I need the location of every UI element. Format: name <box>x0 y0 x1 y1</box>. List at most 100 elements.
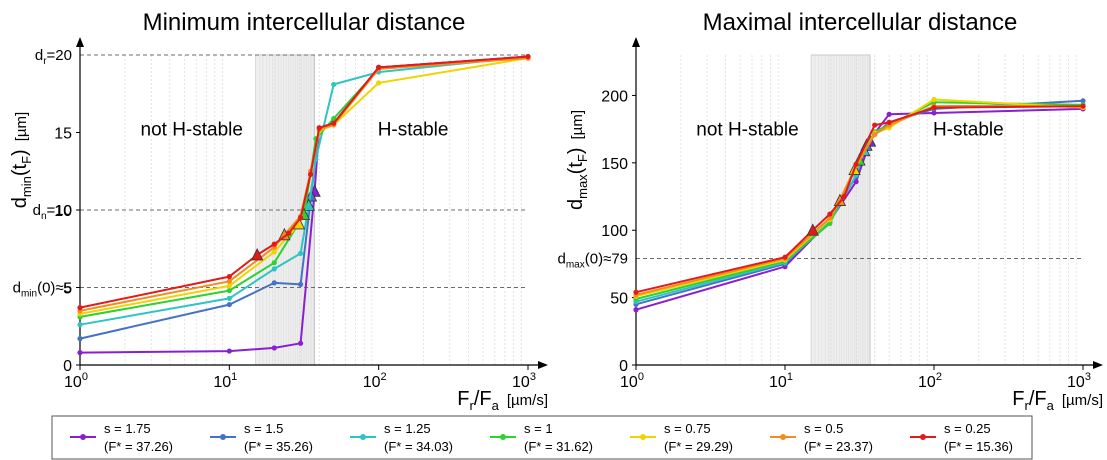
data-point <box>931 104 937 111</box>
ref-prefix: d <box>558 251 566 268</box>
reference-line-label: dr=20 <box>35 47 72 67</box>
ref-subscript: r <box>43 56 47 67</box>
y-axis-arrow <box>76 37 84 47</box>
xlabel-slash: /F <box>474 388 492 410</box>
ref-suffix: (0)≈79 <box>585 251 628 268</box>
x-axis-label: Fr/Fa [µm/s] <box>457 388 548 413</box>
legend-item: s = 0.75 (F* = 29.29) <box>630 421 733 454</box>
legend-label: s = 1.5 <box>244 421 283 436</box>
ylabel-main: d <box>9 197 31 208</box>
xlabel-unit: [µm/s] <box>1062 392 1103 409</box>
x-tick-label: 101 <box>769 371 793 391</box>
legend-label: s = 1.75 <box>104 421 151 436</box>
x-tick-label: 100 <box>64 371 88 391</box>
legend-item: s = 1 (F* = 31.62) <box>490 421 593 454</box>
x-tick-label: 101 <box>213 371 237 391</box>
xlabel-subscript: r <box>1025 398 1030 413</box>
y-tick-label: 150 <box>601 156 628 173</box>
reference-line-label: dn=10 <box>33 202 72 222</box>
legend-fstar: (F* = 37.26) <box>104 439 173 454</box>
data-point <box>1080 98 1086 104</box>
ref-prefix: d <box>33 202 41 219</box>
data-point <box>271 266 277 272</box>
fstar-marker <box>806 223 819 236</box>
xlabel-subscript: r <box>470 398 475 413</box>
legend-label: s = 0.5 <box>804 421 843 436</box>
data-point <box>297 215 304 221</box>
ref-subscript: max <box>566 260 585 271</box>
ref-suffix: =10 <box>47 202 72 219</box>
x-tick-label: 102 <box>363 371 387 391</box>
legend-item: s = 0.25 (F* = 15.36) <box>910 421 1013 454</box>
tick-base: 10 <box>1067 374 1085 391</box>
region-left-label: not H-stable <box>141 120 243 141</box>
xlabel-slash: /F <box>1029 388 1047 410</box>
y-tick-label: 200 <box>601 88 628 105</box>
legend-swatch-point <box>920 434 926 440</box>
tick-base: 10 <box>918 374 936 391</box>
data-point <box>376 64 382 70</box>
y-tick-label: 0 <box>63 358 72 375</box>
data-point <box>1080 103 1086 109</box>
tick-exponent: 1 <box>231 371 237 383</box>
y-tick-label: 50 <box>610 291 628 308</box>
legend-fstar: (F* = 35.26) <box>244 439 313 454</box>
data-point <box>841 193 847 200</box>
data-point <box>827 215 833 221</box>
x-tick-label: 103 <box>512 371 536 391</box>
tick-exponent: 2 <box>936 371 942 383</box>
y-axis-arrow <box>632 37 640 47</box>
legend-label: s = 0.75 <box>664 421 711 436</box>
y-axis-label: dmax(tF) [µm] <box>565 110 590 210</box>
legend-swatch-point <box>500 434 506 440</box>
tick-exponent: 3 <box>530 371 536 383</box>
data-point <box>226 274 232 280</box>
data-point <box>297 340 304 346</box>
xlabel-main: F <box>457 388 469 410</box>
data-point <box>77 336 83 342</box>
data-point <box>271 345 277 351</box>
ylabel-arg-subscript: F <box>19 156 34 164</box>
legend-swatch-point <box>220 434 226 440</box>
tick-base: 10 <box>64 374 82 391</box>
ylabel-close: ) <box>9 149 31 156</box>
ylabel-subscript: min <box>19 176 34 197</box>
ylabel-arg-subscript: F <box>575 154 590 162</box>
data-point <box>886 119 892 125</box>
data-point <box>331 120 337 126</box>
chart-title: Minimum intercellular distance <box>143 9 466 36</box>
y-tick-label: 100 <box>601 223 628 240</box>
legend-swatch-point <box>360 434 366 440</box>
legend-label: s = 1.25 <box>384 421 431 436</box>
data-point <box>297 281 304 287</box>
tick-exponent: 2 <box>381 371 387 383</box>
data-point <box>931 110 937 116</box>
y-tick-label: 0 <box>619 358 628 375</box>
chart-title: Maximal intercellular distance <box>703 9 1018 36</box>
data-point <box>931 96 937 103</box>
legend-swatch-point <box>640 434 646 440</box>
tick-exponent: 0 <box>638 371 644 383</box>
legend-fstar: (F* = 31.62) <box>524 439 593 454</box>
fstar-marker <box>251 248 264 261</box>
tick-exponent: 0 <box>82 371 88 383</box>
y-tick-label: 15 <box>54 126 72 143</box>
xlabel-subscript: a <box>1047 398 1055 413</box>
ylabel-unit: [µm] <box>13 112 30 141</box>
data-point <box>331 115 337 122</box>
xlabel-subscript: a <box>492 398 500 413</box>
data-point <box>286 230 292 236</box>
tick-exponent: 3 <box>1085 371 1091 383</box>
tick-base: 10 <box>363 374 381 391</box>
data-point <box>271 260 277 266</box>
region-right-label: H-stable <box>378 120 449 141</box>
data-point <box>331 81 337 88</box>
data-point <box>77 322 83 328</box>
data-point <box>872 131 878 138</box>
legend-fstar: (F* = 34.03) <box>384 439 453 454</box>
data-point <box>226 283 232 289</box>
x-axis-arrow <box>1093 361 1103 369</box>
legend-item: s = 0.5 (F* = 23.37) <box>770 421 873 454</box>
